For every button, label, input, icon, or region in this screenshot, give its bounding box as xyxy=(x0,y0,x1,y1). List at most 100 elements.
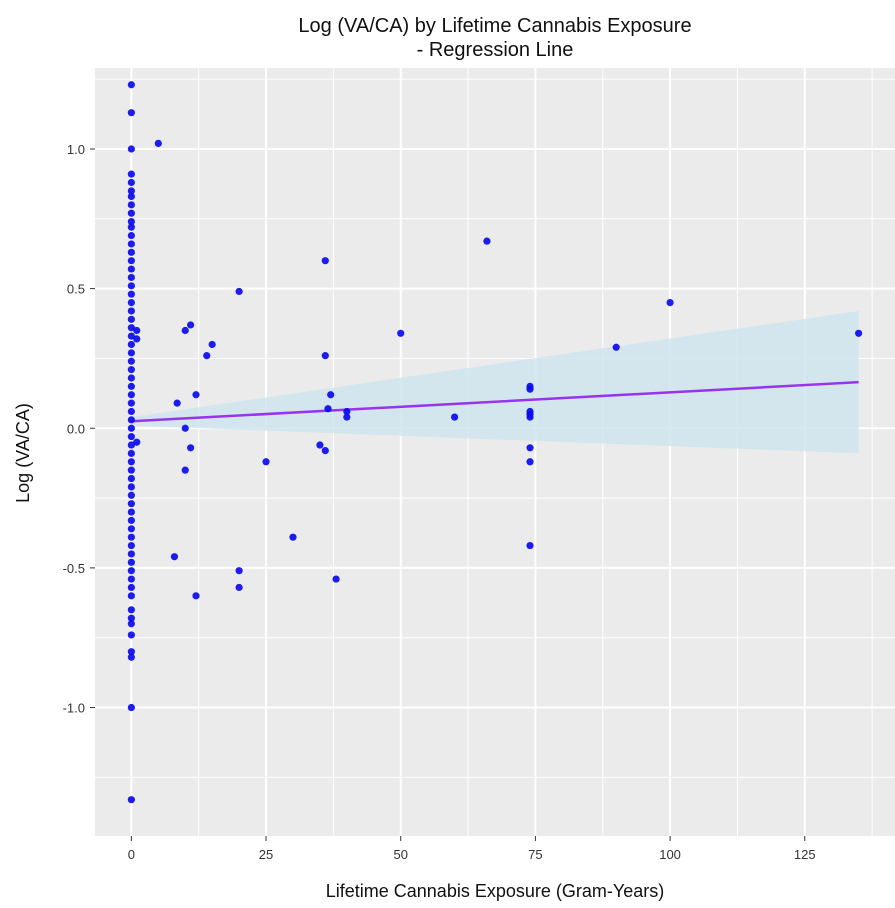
data-point xyxy=(127,491,135,499)
data-point xyxy=(127,703,135,712)
data-point xyxy=(187,444,195,452)
data-point xyxy=(127,298,135,307)
data-point xyxy=(127,366,135,374)
data-point xyxy=(127,391,135,399)
data-point xyxy=(127,525,135,533)
data-point xyxy=(127,290,135,298)
data-point xyxy=(192,391,200,399)
data-point xyxy=(127,592,135,600)
chart-subtitle: - Regression Line xyxy=(417,39,574,61)
y-tick-label: 0.5 xyxy=(67,282,85,297)
data-point xyxy=(127,508,135,516)
data-point xyxy=(208,340,216,349)
data-point xyxy=(450,413,459,421)
data-point xyxy=(127,209,135,217)
data-point xyxy=(127,541,135,550)
data-point xyxy=(127,550,135,558)
x-tick-label: 25 xyxy=(259,847,273,862)
data-point xyxy=(526,413,534,421)
data-point xyxy=(127,357,135,365)
data-point xyxy=(127,240,135,248)
data-point xyxy=(127,187,135,195)
data-point xyxy=(321,352,329,360)
data-point xyxy=(127,201,135,209)
data-point xyxy=(127,474,135,483)
data-point xyxy=(127,433,135,441)
data-point xyxy=(612,343,620,351)
data-point xyxy=(127,145,135,153)
data-point xyxy=(127,257,135,265)
data-point xyxy=(127,282,135,290)
y-axis-ticks: -1.0 -0.5 0.0 0.5 1.0 xyxy=(63,142,95,716)
data-point xyxy=(483,237,491,245)
y-tick-label: 0.0 xyxy=(67,421,85,436)
data-point xyxy=(316,441,324,449)
data-point xyxy=(127,796,135,804)
data-point xyxy=(187,321,195,329)
data-point xyxy=(127,231,135,240)
data-point xyxy=(666,298,674,307)
data-point xyxy=(181,466,189,474)
y-axis-title: Log (VA/CA) xyxy=(13,403,33,503)
data-point xyxy=(526,458,534,466)
data-point xyxy=(127,382,135,390)
data-point xyxy=(127,516,135,525)
data-point xyxy=(181,326,189,335)
y-tick-label: -0.5 xyxy=(63,561,85,576)
data-point xyxy=(526,541,534,550)
chart-title: Log (VA/CA) by Lifetime Cannabis Exposur… xyxy=(298,15,691,37)
x-tick-label: 0 xyxy=(128,847,135,862)
x-tick-label: 50 xyxy=(393,847,407,862)
data-point xyxy=(133,326,141,335)
data-point xyxy=(127,248,135,256)
data-point xyxy=(127,620,135,628)
regression-line xyxy=(131,380,859,423)
data-point xyxy=(127,466,135,474)
data-point xyxy=(321,257,329,265)
data-point xyxy=(127,614,135,622)
data-point xyxy=(127,583,135,592)
data-point xyxy=(127,631,135,639)
data-point xyxy=(526,385,534,393)
data-point xyxy=(235,583,243,592)
x-axis-ticks: 0 25 50 75 100 125 xyxy=(128,836,816,862)
data-point xyxy=(127,567,135,575)
data-point xyxy=(127,606,135,614)
data-point xyxy=(127,458,135,466)
data-point xyxy=(327,391,335,399)
y-tick-label: -1.0 xyxy=(63,701,85,716)
data-point xyxy=(127,374,135,382)
x-tick-label: 125 xyxy=(794,847,816,862)
data-point xyxy=(127,170,135,178)
data-point xyxy=(127,81,135,89)
data-point xyxy=(127,441,135,449)
data-point xyxy=(127,500,135,508)
data-point xyxy=(127,178,135,187)
data-point xyxy=(235,287,243,296)
data-point xyxy=(170,553,179,561)
data-points xyxy=(127,81,863,804)
data-point xyxy=(192,592,200,600)
data-point xyxy=(855,329,863,337)
data-point xyxy=(127,223,135,231)
data-point xyxy=(332,575,340,583)
data-point xyxy=(127,558,135,566)
data-point xyxy=(127,332,135,340)
x-tick-label: 75 xyxy=(528,847,542,862)
data-point xyxy=(343,413,351,421)
data-point xyxy=(397,329,405,337)
data-point xyxy=(324,405,332,413)
data-point xyxy=(127,648,135,656)
data-point xyxy=(127,273,135,282)
data-point xyxy=(321,447,329,455)
data-point xyxy=(127,416,135,424)
data-point xyxy=(173,399,181,407)
data-point xyxy=(235,567,243,575)
data-point xyxy=(127,307,135,315)
data-point xyxy=(127,449,135,457)
data-point xyxy=(127,192,135,201)
x-axis-title: Lifetime Cannabis Exposure (Gram-Years) xyxy=(326,881,664,901)
data-point xyxy=(127,349,135,357)
data-point xyxy=(127,109,135,117)
